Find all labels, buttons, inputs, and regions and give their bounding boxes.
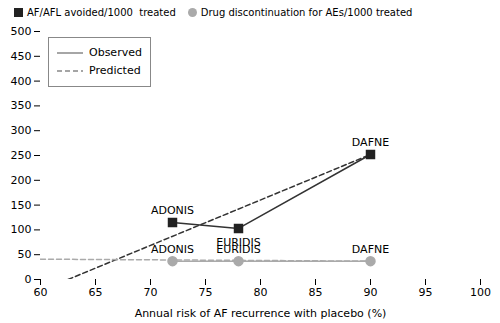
svg-text:DAFNE: DAFNE bbox=[352, 243, 389, 256]
svg-text:150: 150 bbox=[11, 199, 32, 212]
svg-text:200: 200 bbox=[11, 174, 32, 187]
html-text:AF/AFL avoided/1000 treated: AF/AFL avoided/1000 treated bbox=[27, 6, 176, 18]
svg-text:EURIDIS: EURIDIS bbox=[216, 243, 261, 256]
svg-text:500: 500 bbox=[11, 25, 32, 38]
svg-text:50: 50 bbox=[18, 248, 32, 261]
svg-text:350: 350 bbox=[11, 99, 32, 112]
svg-text:75: 75 bbox=[199, 286, 213, 299]
svg-text:ADONIS: ADONIS bbox=[151, 204, 194, 217]
html-text:Observed: Observed bbox=[89, 46, 142, 59]
svg-text:250: 250 bbox=[11, 149, 32, 162]
svg-text:70: 70 bbox=[144, 286, 158, 299]
svg-text:Annual risk of AF recurrence w: Annual risk of AF recurrence with placeb… bbox=[135, 307, 387, 320]
svg-text:300: 300 bbox=[11, 124, 32, 137]
svg-text:85: 85 bbox=[309, 286, 323, 299]
html-text:Predicted: Predicted bbox=[89, 64, 141, 77]
svg-text:95: 95 bbox=[419, 286, 433, 299]
svg-text:450: 450 bbox=[11, 50, 32, 63]
svg-text:80: 80 bbox=[254, 286, 268, 299]
svg-text:60: 60 bbox=[34, 286, 48, 299]
svg-text:DAFNE: DAFNE bbox=[352, 136, 389, 149]
svg-text:90: 90 bbox=[364, 286, 378, 299]
svg-text:65: 65 bbox=[89, 286, 103, 299]
svg-text:0: 0 bbox=[25, 273, 32, 286]
svg-text:400: 400 bbox=[11, 75, 32, 88]
svg-text:100: 100 bbox=[11, 223, 32, 236]
svg-text:ADONIS: ADONIS bbox=[151, 243, 194, 256]
svg-text:100: 100 bbox=[470, 286, 491, 299]
html-text:Drug discontinuation for AEs/1: Drug discontinuation for AEs/1000 treate… bbox=[200, 6, 413, 18]
